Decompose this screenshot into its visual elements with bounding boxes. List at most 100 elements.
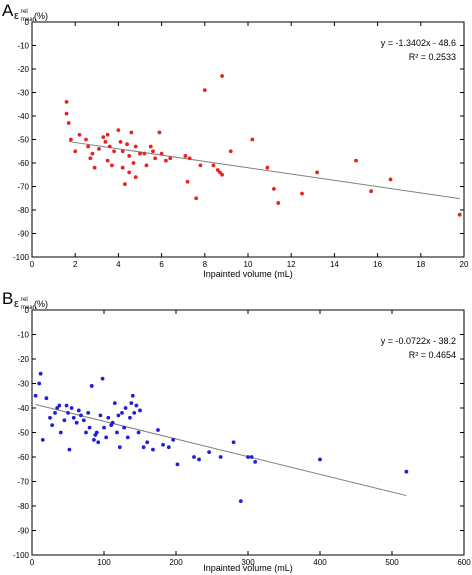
data-point: [122, 425, 127, 430]
data-point: [211, 163, 216, 168]
data-point: [73, 149, 78, 154]
data-point: [110, 420, 115, 425]
data-point: [125, 142, 129, 147]
data-point: [77, 132, 82, 137]
data-point: [138, 151, 142, 156]
panel-b-ylabel-unit: (%): [34, 299, 48, 309]
regression-line: [68, 141, 460, 200]
data-point: [354, 158, 358, 163]
data-point: [148, 144, 153, 149]
data-point: [276, 201, 281, 205]
data-point: [84, 137, 88, 142]
panel-b-ylabel-sub: mean: [21, 305, 36, 311]
data-point: [123, 406, 128, 410]
data-point: [92, 437, 96, 442]
data-point: [133, 175, 138, 180]
data-point: [171, 437, 176, 442]
data-point: [218, 455, 223, 459]
x-tick-label: 4: [116, 260, 121, 269]
x-tick-label: 0: [30, 260, 35, 269]
data-point: [89, 384, 94, 388]
data-point: [157, 130, 162, 135]
data-point: [81, 418, 86, 423]
data-point: [128, 415, 132, 420]
panel-a: A ε rel mean (%) 0 -10 -20 -30 -40 -50 -60 -70 -…: [2, 1, 469, 279]
data-point: [272, 186, 276, 191]
y-tick-label: -30: [17, 89, 29, 98]
data-point: [187, 156, 192, 161]
data-point: [168, 156, 173, 161]
data-point: [125, 435, 130, 440]
data-point: [194, 196, 199, 201]
data-point: [90, 151, 95, 156]
data-point: [118, 139, 123, 144]
data-point: [138, 408, 142, 413]
data-point: [68, 137, 73, 142]
panel-a-ylabel-sup: rel: [21, 9, 28, 15]
data-point: [64, 100, 69, 104]
data-point: [53, 411, 57, 415]
y-tick-label: -10: [17, 331, 29, 340]
y-tick-label: -10: [17, 42, 29, 51]
data-point: [66, 411, 70, 415]
data-point: [120, 149, 125, 154]
data-point: [369, 189, 374, 194]
data-point: [265, 165, 270, 170]
panel-b-ylabel-symbol: ε: [14, 298, 19, 310]
panel-a-ylabel-sub: mean: [21, 17, 36, 23]
data-point: [142, 151, 147, 156]
data-point: [71, 415, 76, 420]
y-tick-label: 0: [25, 306, 30, 315]
y-tick-label: -100: [13, 253, 30, 262]
data-point: [107, 144, 112, 149]
data-point: [156, 428, 160, 432]
data-point: [67, 447, 72, 452]
data-point: [33, 393, 38, 398]
y-tick-label: -90: [17, 527, 29, 536]
plot-frame: [31, 21, 465, 258]
data-point: [40, 437, 45, 442]
y-tick-label: -40: [17, 112, 29, 121]
data-point: [37, 381, 42, 386]
data-point: [38, 371, 43, 376]
data-point: [141, 445, 146, 450]
data-point: [120, 165, 125, 170]
data-point: [185, 179, 190, 184]
data-point: [183, 154, 188, 158]
data-point: [207, 450, 212, 454]
data-point: [202, 88, 207, 93]
data-point: [48, 415, 52, 420]
data-point: [318, 457, 322, 462]
data-point: [228, 149, 233, 154]
data-point: [153, 156, 158, 161]
data-point: [151, 149, 155, 154]
data-point: [69, 406, 74, 410]
x-tick-label: 100: [97, 558, 111, 567]
data-point: [94, 430, 99, 435]
x-axis-label: Inpainted volume (mL): [203, 269, 293, 279]
data-point: [315, 170, 320, 175]
data-point: [103, 139, 108, 144]
x-tick-label: 300: [241, 558, 255, 567]
data-point: [133, 144, 138, 149]
y-tick-label: -60: [17, 159, 29, 168]
data-point: [164, 158, 168, 163]
y-tick-label: -50: [17, 429, 29, 438]
r-squared-label: R² = 0.2533: [409, 52, 456, 62]
data-point: [457, 212, 462, 217]
equation-label: y = -1.3402x - 48.6: [381, 38, 456, 48]
y-tick-label: -20: [17, 355, 29, 364]
data-point: [198, 163, 203, 168]
x-tick-label: 6: [159, 260, 164, 269]
data-point: [197, 457, 201, 462]
data-point: [117, 445, 122, 450]
data-point: [220, 74, 224, 78]
x-tick-label: 2: [73, 260, 78, 269]
y-tick-label: -20: [17, 65, 29, 74]
data-point: [79, 413, 83, 418]
y-tick-label: -40: [17, 404, 29, 413]
data-point: [250, 137, 255, 142]
panel-a-ylabel-unit: (%): [34, 11, 48, 21]
data-point: [122, 182, 127, 187]
